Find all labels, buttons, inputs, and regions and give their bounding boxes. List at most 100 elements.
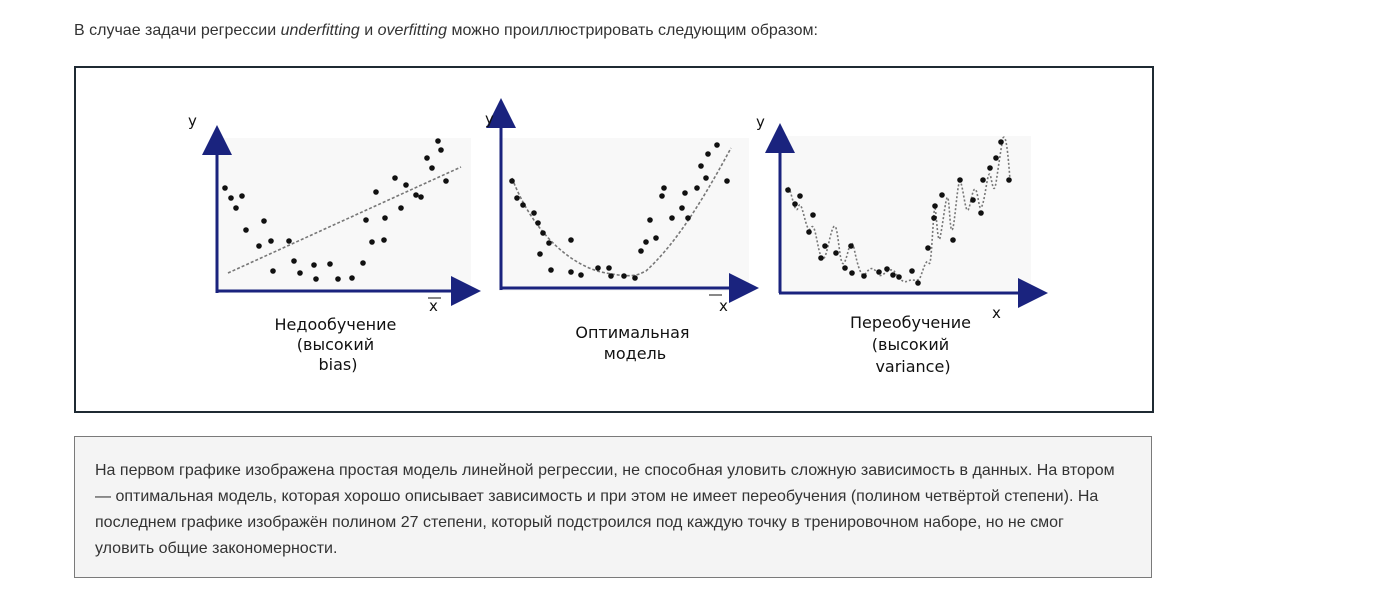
y-axis-label: y <box>188 112 197 130</box>
data-point <box>233 205 239 211</box>
data-point <box>535 220 541 226</box>
panel-caption: Недообучение (высокий bias) <box>275 315 402 374</box>
data-point <box>849 270 855 276</box>
data-point <box>520 202 526 208</box>
data-point <box>833 250 839 256</box>
data-point <box>261 218 267 224</box>
data-point <box>810 212 816 218</box>
caption-line: Переобучение <box>850 313 971 332</box>
x-axis-label: x <box>992 304 1001 322</box>
panel-underfitting: y x Недообучение (высокий bias) <box>188 112 481 374</box>
term-overfitting: overfitting <box>377 22 447 39</box>
data-point <box>703 175 709 181</box>
caption-line: Недообучение <box>275 315 397 334</box>
data-point <box>239 193 245 199</box>
data-point <box>1006 177 1012 183</box>
data-point <box>270 268 276 274</box>
x-axis-label: x <box>429 297 438 315</box>
data-point <box>896 274 902 280</box>
data-point <box>313 276 319 282</box>
fitting-illustration: y x Недообучение (высокий bias) y x Опти… <box>74 66 1154 413</box>
data-point <box>876 269 882 275</box>
data-point <box>424 155 430 161</box>
data-point <box>653 235 659 241</box>
data-point <box>429 165 435 171</box>
data-point <box>661 185 667 191</box>
data-point <box>606 265 612 271</box>
data-point <box>714 142 720 148</box>
explanation-box: На первом графике изображена простая мод… <box>74 436 1152 578</box>
caption-line: (высокий <box>297 335 374 354</box>
data-point <box>540 230 546 236</box>
data-point <box>638 248 644 254</box>
plot-area <box>499 138 749 291</box>
data-point <box>595 265 601 271</box>
data-point <box>360 260 366 266</box>
data-point <box>643 239 649 245</box>
data-point <box>268 238 274 244</box>
data-point <box>222 185 228 191</box>
data-point <box>327 261 333 267</box>
data-point <box>291 258 297 264</box>
panel-optimal: y x Оптимальная модель <box>485 98 759 363</box>
data-point <box>443 178 449 184</box>
data-point <box>861 273 867 279</box>
data-point <box>228 195 234 201</box>
data-point <box>998 139 1004 145</box>
data-point <box>987 165 993 171</box>
data-point <box>438 147 444 153</box>
data-point <box>724 178 730 184</box>
data-point <box>578 272 584 278</box>
fit-line-linear <box>227 166 462 274</box>
data-point <box>286 238 292 244</box>
term-underfitting: underfitting <box>280 22 360 39</box>
data-point <box>993 155 999 161</box>
data-point <box>647 217 653 223</box>
data-point <box>537 251 543 257</box>
data-point <box>797 193 803 199</box>
data-point <box>694 185 700 191</box>
data-point <box>568 269 574 275</box>
data-point <box>978 210 984 216</box>
data-point <box>950 237 956 243</box>
fitting-illustration-canvas: y x Недообучение (высокий bias) y x Опти… <box>188 98 1048 376</box>
y-axis-label: y <box>756 113 765 131</box>
y-axis-label: y <box>485 110 494 128</box>
data-point <box>381 237 387 243</box>
data-point <box>848 243 854 249</box>
data-point <box>373 189 379 195</box>
data-points <box>509 142 730 281</box>
data-point <box>980 177 986 183</box>
intro-text-conjunction: и <box>359 22 378 39</box>
data-point <box>685 215 691 221</box>
data-point <box>608 273 614 279</box>
data-point <box>369 239 375 245</box>
explanation-text: На первом графике изображена простая мод… <box>95 462 1115 557</box>
data-points <box>785 139 1012 286</box>
data-point <box>435 138 441 144</box>
data-point <box>392 175 398 181</box>
data-point <box>915 280 921 286</box>
data-point <box>243 227 249 233</box>
data-point <box>705 151 711 157</box>
data-point <box>679 205 685 211</box>
data-point <box>632 275 638 281</box>
data-point <box>311 262 317 268</box>
data-point <box>818 255 824 261</box>
data-point <box>792 201 798 207</box>
data-point <box>931 215 937 221</box>
data-point <box>785 187 791 193</box>
data-point <box>349 275 355 281</box>
data-point <box>806 229 812 235</box>
caption-line: Оптимальная <box>575 323 689 342</box>
data-point <box>418 194 424 200</box>
data-point <box>382 215 388 221</box>
data-point <box>398 205 404 211</box>
intro-text-end: можно проиллюстрировать следующим образо… <box>447 22 818 39</box>
data-point <box>363 217 369 223</box>
data-point <box>621 273 627 279</box>
data-point <box>669 215 675 221</box>
data-point <box>297 270 303 276</box>
intro-paragraph: В случае задачи регрессии underfitting и… <box>74 20 1174 42</box>
fit-curve-polynomial <box>511 147 732 277</box>
